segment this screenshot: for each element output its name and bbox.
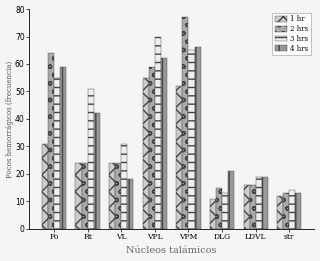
Bar (115, 163, 121, 229)
Bar (76, 163, 82, 229)
Bar (82, 163, 88, 229)
Bar (195, 48, 201, 229)
Bar (222, 193, 228, 229)
Bar (182, 17, 188, 229)
X-axis label: Núcleos talámicos: Núcleos talámicos (126, 246, 217, 256)
Bar (48, 53, 54, 229)
Bar (94, 113, 100, 229)
Bar (244, 185, 250, 229)
Bar (127, 179, 133, 229)
Bar (283, 193, 289, 229)
Bar (60, 67, 66, 229)
Bar (143, 78, 149, 229)
Bar (54, 78, 60, 229)
Bar (250, 185, 256, 229)
Bar (256, 176, 262, 229)
Bar (262, 176, 268, 229)
Bar (121, 144, 127, 229)
Bar (88, 89, 94, 229)
Bar (109, 163, 115, 229)
Bar (161, 58, 167, 229)
Bar (228, 171, 234, 229)
Bar (176, 86, 182, 229)
Bar (188, 50, 195, 229)
Bar (210, 199, 216, 229)
Bar (42, 144, 48, 229)
Bar (155, 37, 161, 229)
Bar (289, 190, 295, 229)
Legend: 1 hr, 2 hrs, 3 hrs, 4 hrs: 1 hr, 2 hrs, 3 hrs, 4 hrs (272, 13, 311, 55)
Bar (216, 188, 222, 229)
Bar (277, 196, 283, 229)
Y-axis label: Focos hemorrágicos (frecuencia): Focos hemorrágicos (frecuencia) (5, 60, 13, 177)
Bar (295, 193, 301, 229)
Bar (149, 67, 155, 229)
